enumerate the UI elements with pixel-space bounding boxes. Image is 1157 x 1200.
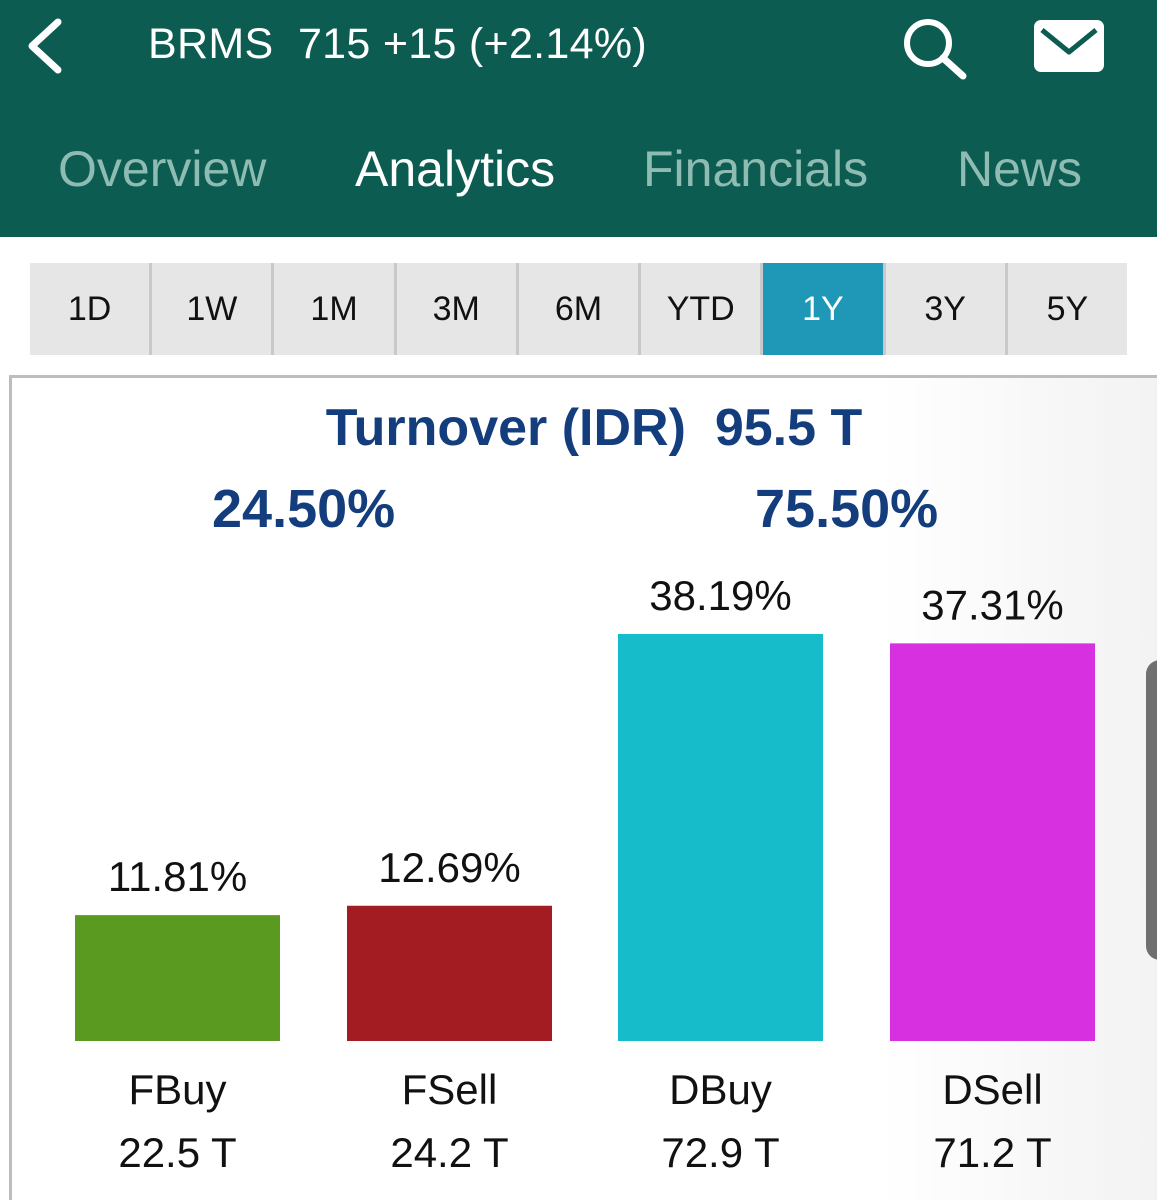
period-1m[interactable]: 1M xyxy=(274,263,397,355)
period-1y[interactable]: 1Y xyxy=(763,263,886,355)
period-3y[interactable]: 3Y xyxy=(885,263,1008,355)
tab-news[interactable]: News xyxy=(957,141,1083,197)
period-1d[interactable]: 1D xyxy=(30,263,153,355)
bar-dsell xyxy=(890,643,1095,1041)
period-ytd[interactable]: YTD xyxy=(641,263,764,355)
mail-icon xyxy=(1034,20,1104,72)
category-label: DBuy xyxy=(669,1066,772,1113)
bar-value-label: 38.19% xyxy=(649,572,791,619)
turnover-value: 95.5 T xyxy=(714,399,863,457)
category-label: FSell xyxy=(402,1066,498,1113)
bar-fbuy xyxy=(75,915,280,1041)
search-button[interactable] xyxy=(900,16,970,80)
ticker-title: BRMS 715 +15 (+2.14%) xyxy=(148,20,647,69)
bar-fsell xyxy=(347,905,552,1041)
back-button[interactable] xyxy=(22,14,72,78)
search-icon xyxy=(904,19,967,80)
period-3m[interactable]: 3M xyxy=(396,263,519,355)
bar-dbuy xyxy=(618,634,823,1041)
scroll-handle[interactable] xyxy=(1146,660,1157,960)
turnover-heading: Turnover (IDR) 95.5 T xyxy=(0,398,1157,458)
category-label: FBuy xyxy=(128,1066,226,1113)
category-amount: 72.9 T xyxy=(661,1129,779,1176)
chevron-left-icon xyxy=(28,18,62,74)
tab-financials[interactable]: Financials xyxy=(643,141,869,197)
section-tabs: Overview Analytics Financials News xyxy=(0,140,1157,210)
period-selector: 1D 1W 1M 3M 6M YTD 1Y 3Y 5Y xyxy=(30,263,1127,355)
domestic-percentage: 75.50% xyxy=(755,479,939,539)
period-1w[interactable]: 1W xyxy=(152,263,275,355)
tab-analytics[interactable]: Analytics xyxy=(355,141,556,197)
category-amount: 24.2 T xyxy=(390,1129,508,1176)
period-6m[interactable]: 6M xyxy=(518,263,642,355)
foreign-percentage: 24.50% xyxy=(212,479,396,539)
bar-value-label: 12.69% xyxy=(378,844,520,891)
bar-value-label: 37.31% xyxy=(921,581,1063,628)
turnover-label: Turnover (IDR) xyxy=(325,399,686,457)
category-amount: 22.5 T xyxy=(118,1129,236,1176)
bar-value-label: 11.81% xyxy=(108,853,247,900)
tab-overview[interactable]: Overview xyxy=(58,141,267,197)
app-header: BRMS 715 +15 (+2.14%) Overview Analytics… xyxy=(0,0,1157,237)
ticker-quote: 715 +15 (+2.14%) xyxy=(297,20,647,68)
category-label: DSell xyxy=(942,1066,1042,1113)
mail-button[interactable] xyxy=(1032,18,1106,74)
period-5y[interactable]: 5Y xyxy=(1007,263,1127,355)
ticker-symbol: BRMS xyxy=(148,20,274,68)
category-amount: 71.2 T xyxy=(933,1129,1051,1176)
